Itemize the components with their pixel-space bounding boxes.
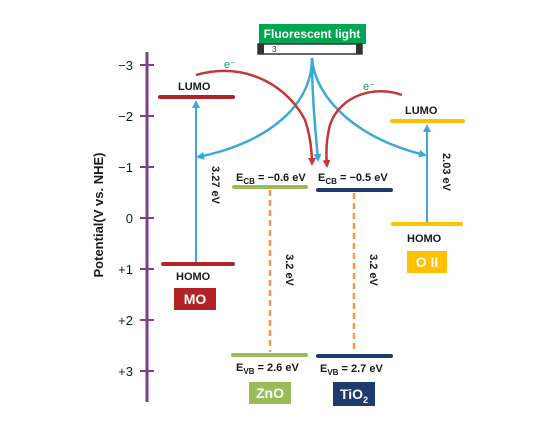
mo-gap-label: 3.27 eV (209, 166, 221, 205)
mo-name-box (174, 288, 216, 310)
electron-label-oii: e⁻ (363, 81, 375, 93)
axis-tick-label: +1 (118, 262, 133, 277)
electron-label-mo: e⁻ (224, 59, 236, 71)
tio2-name-box (333, 382, 375, 406)
lamp-cap-left (258, 44, 264, 54)
zno-gap-label: 3.2 eV (283, 254, 295, 286)
oii-lumo-label: LUMO (405, 105, 438, 117)
light-label: Fluorescent light (264, 27, 361, 41)
electron-arrow-oii-to-tio2 (322, 90, 403, 168)
tio2-ecb-label: ECB = −0.5 eV (318, 172, 388, 186)
oii-name: O II (416, 254, 439, 270)
tio2-evb-label: EVB = 2.7 eV (320, 363, 383, 377)
tio2-gap-label: 3.2 eV (367, 254, 379, 286)
light-arrow-to-zno (310, 57, 322, 162)
axis-ticks: −3 −2 −1 0 +1 +2 +3 (118, 58, 154, 379)
electron-arrow-mo-to-zno (195, 69, 316, 166)
light-label-box (259, 24, 366, 44)
zno-name-box (249, 382, 291, 404)
tio2-name: TiO2 (340, 386, 368, 405)
zno-name: ZnO (256, 385, 284, 401)
lamp-cap-right (356, 44, 362, 54)
axis-label: Potential(V vs. NHE) (91, 153, 106, 278)
lamp-mark: 3 (272, 45, 277, 54)
oii-gap-label: 2.03 eV (440, 153, 452, 192)
axis-tick-label: −1 (118, 160, 133, 175)
mo-homo-label: HOMO (176, 271, 211, 283)
light-arrow-to-mo (196, 57, 314, 160)
oii-homo-label: HOMO (407, 233, 442, 245)
axis-tick-label: −3 (118, 58, 133, 73)
axis-tick-label: 0 (126, 211, 133, 226)
oii-group: LUMO 2.03 eV HOMO O II (390, 105, 465, 273)
light-arrow-to-oii (310, 57, 427, 158)
mo-lumo-label: LUMO (178, 81, 211, 93)
zno-evb-label: EVB = 2.6 eV (236, 362, 299, 376)
oii-name-box (407, 251, 447, 273)
fluorescent-light: Fluorescent light 3 (257, 24, 366, 55)
zno-ecb-label: ECB = −0.6 eV (236, 172, 306, 186)
axis-tick-label: +3 (118, 364, 133, 379)
tio2-group: ECB = −0.5 eV 3.2 eV EVB = 2.7 eV TiO2 (316, 172, 393, 406)
zno-group: ECB = −0.6 eV 3.2 eV EVB = 2.6 eV ZnO (231, 172, 308, 404)
axis-tick-label: −2 (118, 109, 133, 124)
mo-group: LUMO 3.27 eV HOMO MO (158, 81, 235, 310)
mo-name: MO (184, 291, 207, 307)
axis-tick-label: +2 (118, 313, 133, 328)
